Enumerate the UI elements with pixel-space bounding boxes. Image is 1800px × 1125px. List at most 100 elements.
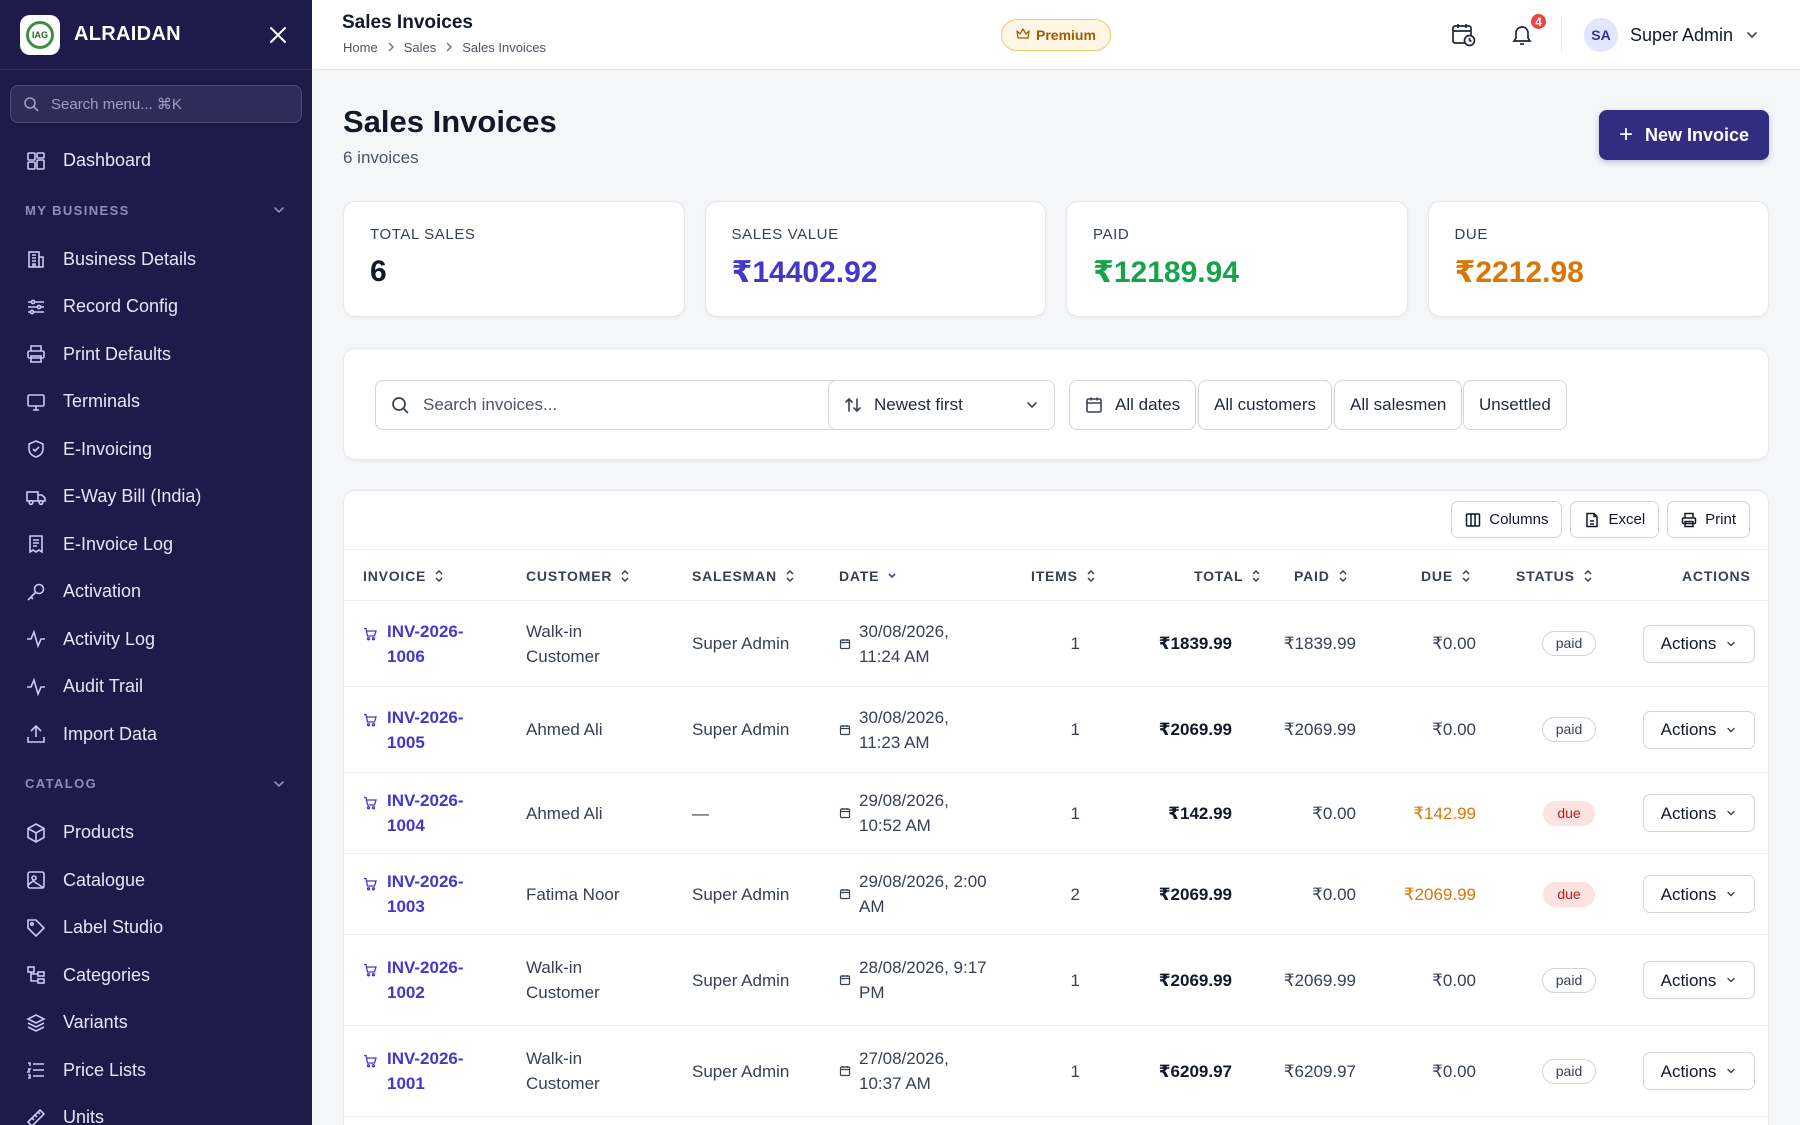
sidebar-item-label: Price Lists xyxy=(63,1059,147,1080)
sidebar-item-variants[interactable]: Variants xyxy=(0,999,312,1047)
sidebar-item-dashboard[interactable]: Dashboard xyxy=(0,137,312,185)
column-header-due[interactable]: DUE xyxy=(1421,550,1472,602)
user-menu[interactable]: SA Super Admin xyxy=(1584,18,1759,52)
date-line: 11:24 AM xyxy=(859,646,930,666)
sort-icon xyxy=(1582,569,1594,583)
close-sidebar-button[interactable] xyxy=(264,21,292,49)
status-cell: paid xyxy=(1509,935,1629,1025)
row-actions-button[interactable]: Actions xyxy=(1643,794,1755,832)
stat-label: TOTAL SALES xyxy=(370,226,476,243)
invoice-search-input[interactable] xyxy=(423,395,863,415)
invoice-number-link[interactable]: INV-2026- 1006 xyxy=(387,619,464,669)
menu-search-input[interactable]: Search menu... ⌘K xyxy=(10,85,302,123)
cart-icon xyxy=(363,713,377,727)
salesman-cell: Super Admin xyxy=(692,1061,790,1081)
schedule-button[interactable] xyxy=(1450,21,1478,49)
sidebar-item-e-way-bill[interactable]: E-Way Bill (India) xyxy=(0,473,312,521)
sidebar-item-record-config[interactable]: Record Config xyxy=(0,283,312,331)
paid-cell: ₹2069.99 xyxy=(1283,720,1356,739)
column-header-salesman[interactable]: SALESMAN xyxy=(692,550,796,602)
invoice-number-link[interactable]: INV-2026- 1005 xyxy=(387,705,464,755)
sidebar-item-e-invoice-log[interactable]: E-Invoice Log xyxy=(0,521,312,569)
sidebar-item-label: Print Defaults xyxy=(63,343,172,364)
main-content: Sales Invoices 6 invoices + New Invoice … xyxy=(312,70,1800,1125)
new-invoice-button[interactable]: + New Invoice xyxy=(1599,110,1769,160)
section-my-business[interactable]: MY BUSINESS xyxy=(0,185,312,236)
date-text: 29/08/2026, 2:00 AM xyxy=(859,869,987,919)
premium-badge[interactable]: Premium xyxy=(1001,19,1111,51)
date-line: 28/08/2026, 9:17 xyxy=(859,958,987,977)
dashboard-icon xyxy=(25,150,47,172)
customer-name: Walk-in Customer xyxy=(526,1046,600,1096)
due-cell: ₹2069.99 xyxy=(1403,884,1476,904)
sidebar-item-activity-log[interactable]: Activity Log xyxy=(0,616,312,664)
monitor-icon xyxy=(25,391,47,413)
date-text: 27/08/2026, 10:37 AM xyxy=(859,1046,949,1096)
customer-cell: Fatima Noor xyxy=(526,854,676,934)
sidebar-item-units[interactable]: Units xyxy=(0,1094,312,1125)
customer-name: Fatima Noor xyxy=(526,882,620,907)
sort-select-value: Newest first xyxy=(874,395,963,414)
row-actions-button[interactable]: Actions xyxy=(1643,710,1755,749)
sidebar-item-import-data[interactable]: Import Data xyxy=(0,711,312,759)
column-header-invoice[interactable]: INVOICE xyxy=(363,550,445,602)
column-header-customer[interactable]: CUSTOMER xyxy=(526,550,631,602)
sidebar-item-terminals[interactable]: Terminals xyxy=(0,378,312,426)
status-badge: due xyxy=(1543,881,1595,907)
column-header-total[interactable]: TOTAL xyxy=(1194,550,1262,602)
stat-value: ₹12189.94 xyxy=(1093,256,1240,289)
row-actions-button[interactable]: Actions xyxy=(1643,875,1755,913)
row-actions-button[interactable]: Actions xyxy=(1643,1052,1755,1090)
invoice-cell: INV-2026- 1004 xyxy=(363,773,513,853)
date-filter-button[interactable]: All dates xyxy=(1069,380,1197,430)
excel-export-button[interactable]: Excel xyxy=(1570,501,1660,538)
invoice-number-link[interactable]: INV-2026- 1001 xyxy=(387,1046,464,1096)
actions-cell: Actions xyxy=(1625,1026,1755,1116)
date-line: 10:37 AM xyxy=(859,1074,931,1093)
invoice-number-link[interactable]: INV-2026- 1004 xyxy=(387,788,464,838)
sort-select[interactable]: Newest first xyxy=(828,380,1055,430)
notifications-button[interactable]: 4 xyxy=(1508,12,1548,49)
sidebar-item-audit-trail[interactable]: Audit Trail xyxy=(0,663,312,711)
column-header-items[interactable]: ITEMS xyxy=(1031,550,1097,602)
customer-filter-button[interactable]: All customers xyxy=(1198,380,1333,430)
sidebar-item-products[interactable]: Products xyxy=(0,809,312,857)
column-header-status[interactable]: STATUS xyxy=(1516,550,1594,602)
paid-cell: ₹0.00 xyxy=(1312,884,1356,904)
sort-icon xyxy=(619,569,631,583)
sidebar-item-label-studio[interactable]: Label Studio xyxy=(0,904,312,952)
section-catalog[interactable]: CATALOG xyxy=(0,758,312,809)
stats-row: TOTAL SALES 6 SALES VALUE ₹14402.92 PAID… xyxy=(343,201,1769,317)
search-icon xyxy=(392,397,409,414)
invoice-number-link[interactable]: INV-2026- 1003 xyxy=(387,869,464,919)
breadcrumb-home[interactable]: Home xyxy=(343,40,378,55)
row-actions-button[interactable]: Actions xyxy=(1643,624,1755,663)
sidebar-item-label: Activation xyxy=(63,581,142,602)
sliders-icon xyxy=(25,296,47,318)
settlement-filter-button[interactable]: Unsettled xyxy=(1463,380,1567,430)
customer-name: Walk-in Customer xyxy=(526,619,600,669)
salesman-cell: Super Admin xyxy=(692,634,790,653)
sidebar-item-catalogue[interactable]: Catalogue xyxy=(0,857,312,905)
invoice-number-link[interactable]: INV-2026- 1002 xyxy=(387,955,464,1005)
columns-button[interactable]: Columns xyxy=(1451,501,1563,538)
sidebar-item-business-details[interactable]: Business Details xyxy=(0,236,312,284)
column-header-date[interactable]: DATE xyxy=(839,550,898,602)
print-button[interactable]: Print xyxy=(1667,501,1750,538)
column-header-paid[interactable]: PAID xyxy=(1294,550,1349,602)
actions-label: Actions xyxy=(1660,803,1717,823)
paid-cell: ₹6209.97 xyxy=(1283,1061,1356,1081)
salesman-filter-button[interactable]: All salesmen xyxy=(1334,380,1463,430)
chevron-down-icon xyxy=(1725,974,1737,986)
sidebar-item-categories[interactable]: Categories xyxy=(0,952,312,1000)
breadcrumb-sales[interactable]: Sales xyxy=(403,40,437,55)
sidebar-item-e-invoicing[interactable]: E-Invoicing xyxy=(0,426,312,474)
sidebar-item-price-lists[interactable]: Price Lists xyxy=(0,1047,312,1095)
sidebar-item-activation[interactable]: Activation xyxy=(0,568,312,616)
table-header: INVOICE CUSTOMER SALESMAN DATE ITEMS TOT… xyxy=(344,549,1768,601)
sidebar-item-print-defaults[interactable]: Print Defaults xyxy=(0,331,312,379)
customer-line: Ahmed Ali xyxy=(526,720,603,739)
invoice-line: 1002 xyxy=(387,983,425,1002)
row-actions-button[interactable]: Actions xyxy=(1643,961,1755,999)
invoice-line: 1006 xyxy=(387,646,425,666)
